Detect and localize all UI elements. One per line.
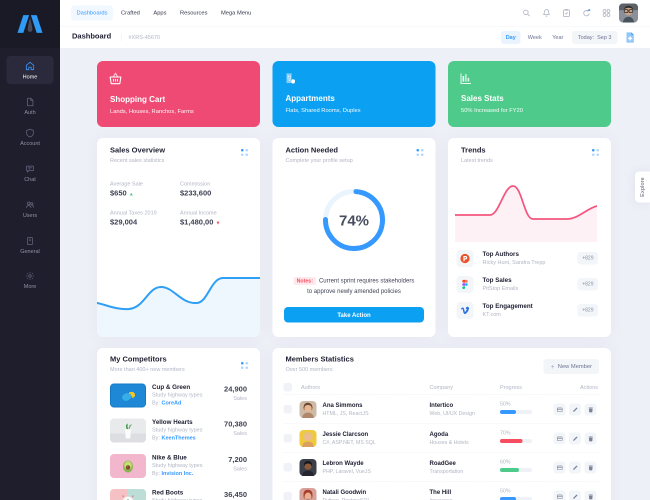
svg-text:74%: 74% bbox=[339, 213, 369, 230]
